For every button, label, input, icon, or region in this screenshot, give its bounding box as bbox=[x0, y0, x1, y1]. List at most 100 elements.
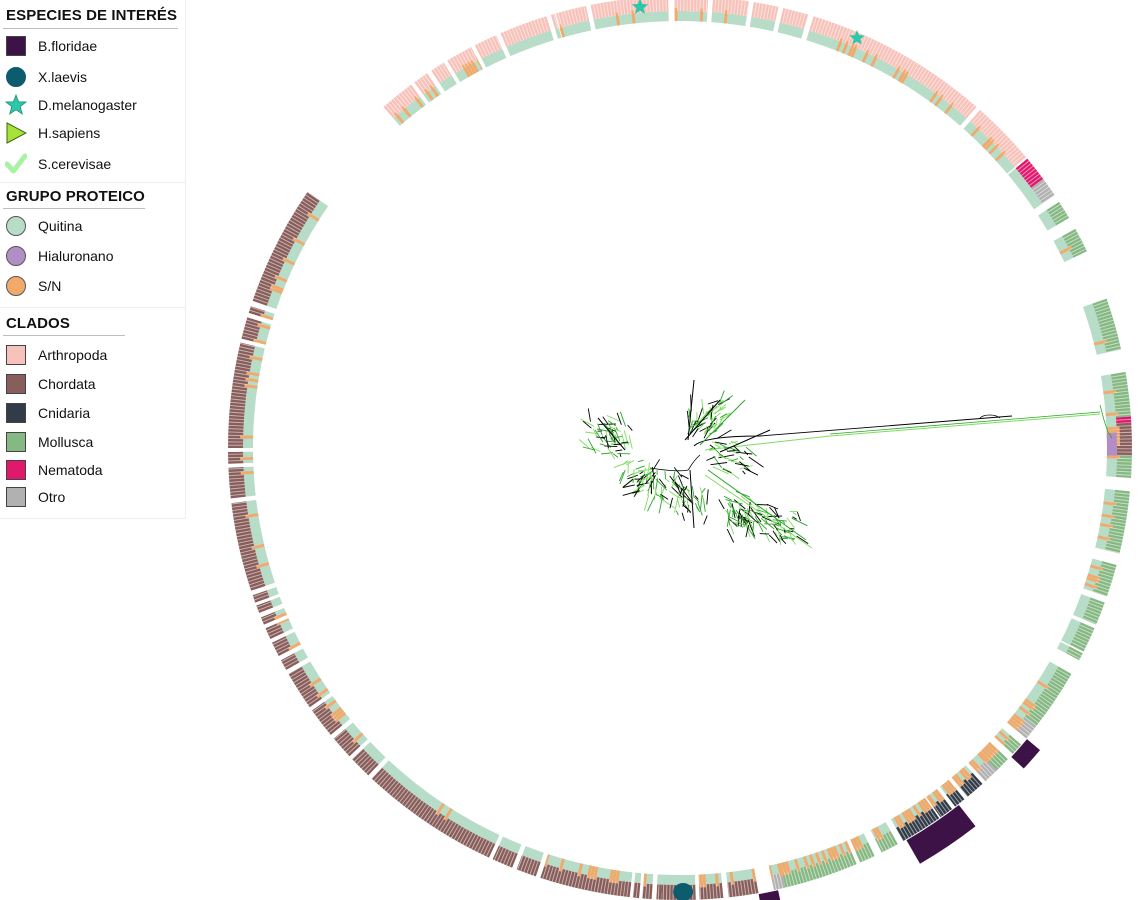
protein-group-stripe bbox=[729, 871, 735, 886]
leaf-separator bbox=[532, 861, 539, 876]
tree-branch bbox=[619, 411, 627, 427]
long-branch bbox=[704, 413, 1101, 451]
leaf-separator bbox=[431, 812, 441, 826]
leaf-separator bbox=[249, 309, 264, 316]
leaf-separator bbox=[829, 858, 836, 873]
tree-branch bbox=[745, 525, 750, 538]
tree-branch bbox=[743, 516, 748, 524]
leaf-separator bbox=[890, 52, 899, 66]
protein-group-stripe bbox=[288, 641, 301, 651]
leaf-separator bbox=[228, 453, 244, 455]
leaf-separator bbox=[1056, 217, 1070, 226]
protein-group-stripe bbox=[615, 12, 620, 26]
protein-group-stripe bbox=[861, 49, 870, 63]
tree-branch bbox=[677, 498, 681, 508]
leaf-separator bbox=[826, 859, 833, 874]
ring-segment bbox=[1038, 201, 1070, 231]
protein-group-stripe bbox=[699, 8, 704, 22]
leaf-separator bbox=[994, 134, 1007, 146]
leaf-separator bbox=[689, 0, 691, 12]
leaf-separator bbox=[496, 847, 504, 862]
ring-segment bbox=[850, 833, 875, 863]
leaf-separator bbox=[778, 873, 784, 889]
protein-group-stripe bbox=[615, 870, 620, 884]
leaf-separator bbox=[619, 0, 623, 15]
leaf-separator bbox=[228, 438, 244, 440]
leaf-separator bbox=[277, 646, 291, 654]
leaf-separator bbox=[994, 750, 1007, 762]
leaf-separator bbox=[1116, 441, 1132, 443]
leaf-separator bbox=[895, 827, 904, 842]
leaf-separator bbox=[386, 780, 397, 793]
leaf-separator bbox=[1003, 741, 1016, 752]
protein-group-stripe bbox=[1024, 698, 1037, 709]
leaf-separator bbox=[514, 26, 522, 42]
leaf-separator bbox=[381, 775, 392, 788]
leaf-separator bbox=[796, 868, 802, 884]
protein-group-stripe bbox=[240, 470, 254, 475]
check-icon bbox=[5, 153, 27, 175]
leaf-separator bbox=[365, 762, 377, 774]
leaf-separator bbox=[259, 282, 274, 289]
leaf-separator bbox=[420, 805, 430, 819]
tree-branch bbox=[633, 487, 640, 498]
tree-branch bbox=[664, 471, 666, 479]
tree-branch bbox=[714, 441, 727, 445]
tree-branch bbox=[633, 478, 643, 480]
leaf-separator bbox=[657, 884, 660, 900]
leaf-separator bbox=[352, 748, 364, 760]
legend-item-arthropoda: Arthropoda bbox=[5, 343, 107, 367]
leaf-separator bbox=[658, 0, 661, 12]
leaf-separator bbox=[988, 757, 1000, 769]
tree-branch bbox=[772, 523, 780, 527]
protein-group-stripe bbox=[674, 8, 678, 22]
leaf-separator bbox=[1097, 313, 1112, 319]
leaf-separator bbox=[882, 835, 890, 849]
leaf-separator bbox=[307, 696, 321, 706]
tree-branch bbox=[719, 413, 728, 418]
leaf-separator bbox=[248, 576, 263, 583]
leaf-separator bbox=[922, 810, 932, 824]
leaf-separator bbox=[975, 770, 986, 782]
leaf-separator bbox=[709, 883, 712, 899]
leaf-separator bbox=[433, 68, 443, 82]
leaf-separator bbox=[1078, 627, 1093, 635]
ring-segment bbox=[1016, 661, 1072, 727]
legend-item-hialuronano: Hialuronano bbox=[5, 244, 114, 268]
leaf-separator bbox=[312, 702, 326, 713]
protein-group-band bbox=[657, 874, 663, 885]
protein-group-stripe bbox=[443, 808, 453, 821]
leaf-separator bbox=[1116, 445, 1132, 447]
tree-branch bbox=[769, 506, 780, 519]
protein-group-stripe bbox=[968, 761, 980, 773]
leaf-separator bbox=[347, 743, 359, 755]
tree-branch bbox=[779, 534, 784, 540]
leaf-separator bbox=[1005, 738, 1018, 750]
protein-group-stripe bbox=[941, 783, 952, 796]
leaf-separator bbox=[1031, 178, 1044, 189]
clade-cluster bbox=[686, 390, 733, 439]
leaf-separator bbox=[1101, 329, 1117, 335]
protein-group-stripe bbox=[251, 543, 265, 550]
leaf-separator bbox=[303, 197, 317, 207]
leaf-separator bbox=[977, 767, 988, 780]
tree-branch bbox=[664, 477, 670, 483]
tree-branch bbox=[792, 512, 797, 516]
leaf-separator bbox=[936, 82, 947, 95]
leaf-separator bbox=[250, 582, 265, 589]
leaf-separator bbox=[699, 0, 701, 12]
leaf-separator bbox=[230, 493, 246, 497]
leaf-separator bbox=[229, 483, 245, 487]
tree-branch bbox=[742, 516, 748, 525]
leaf-separator bbox=[1093, 300, 1108, 307]
leaf-separator bbox=[1030, 708, 1043, 719]
tree-branch bbox=[607, 422, 616, 439]
leaf-separator bbox=[328, 722, 341, 734]
leaf-separator bbox=[1116, 451, 1132, 453]
leaf-separator bbox=[940, 798, 951, 811]
leaf-separator bbox=[424, 74, 434, 88]
leaf-separator bbox=[246, 319, 262, 325]
tree-branch bbox=[796, 535, 809, 544]
protein-group-band bbox=[1057, 641, 1070, 654]
protein-group-stripe bbox=[558, 858, 565, 872]
